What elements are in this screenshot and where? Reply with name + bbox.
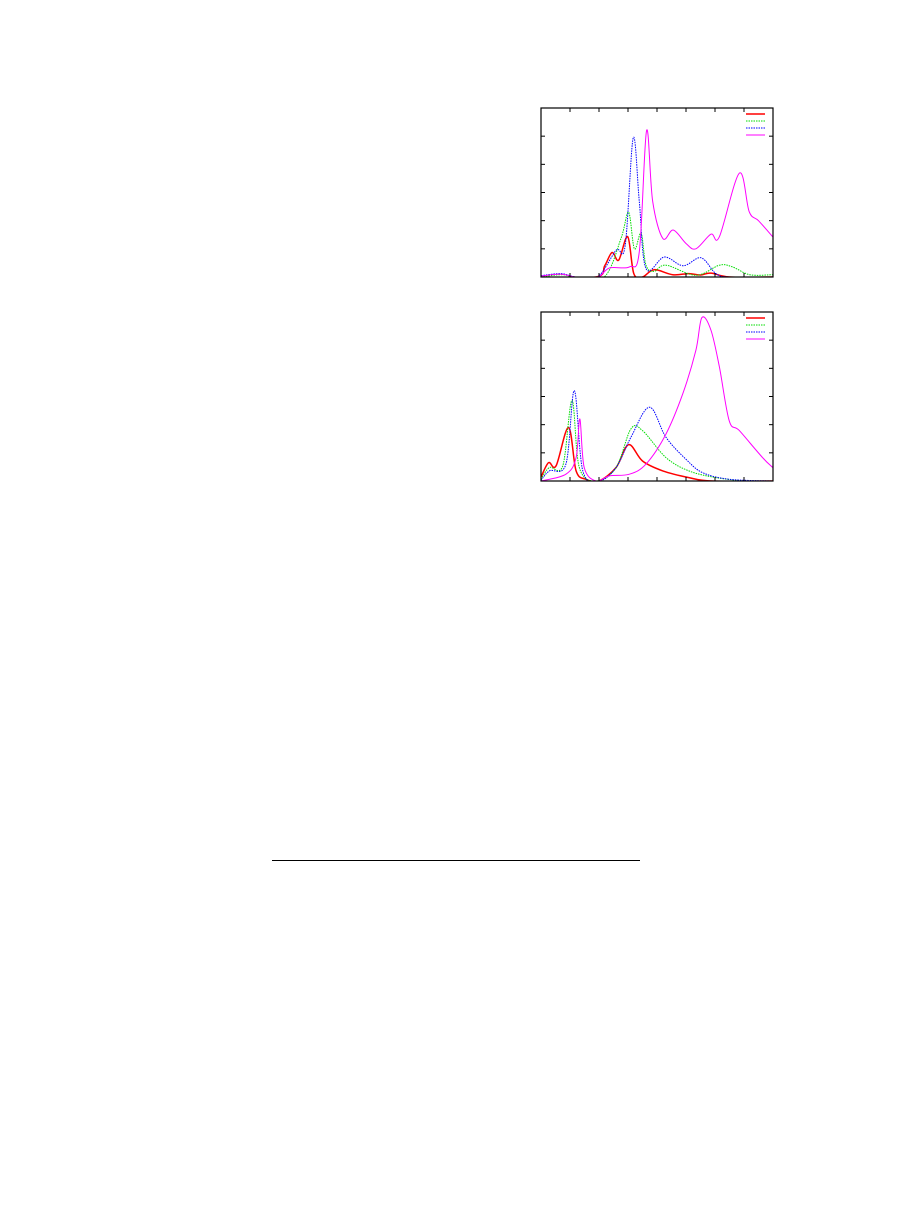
series-line-4 xyxy=(541,129,773,277)
series-line-3 xyxy=(541,390,773,481)
footnote-rule xyxy=(272,860,640,861)
plot-frame xyxy=(540,311,774,482)
series-line-3 xyxy=(541,136,773,277)
series-line-1 xyxy=(541,235,773,277)
series-line-4 xyxy=(541,316,773,481)
chart-bottom xyxy=(540,311,774,482)
series-line-1 xyxy=(541,426,773,481)
chart-top xyxy=(540,107,774,278)
plot-frame xyxy=(540,107,774,278)
